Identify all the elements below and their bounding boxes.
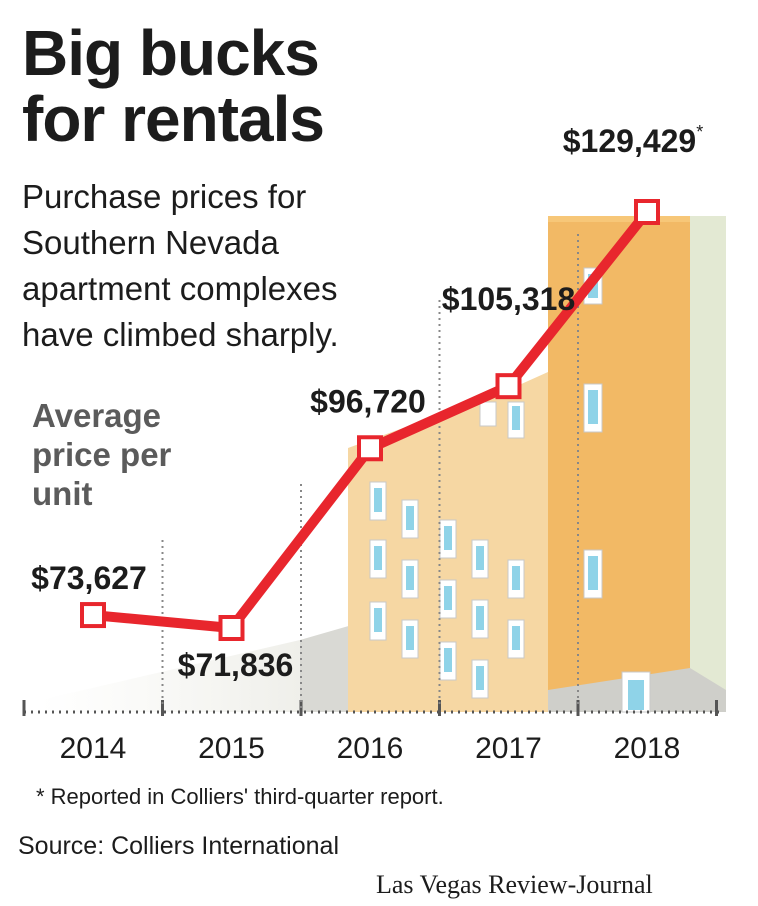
y-axis-label-line-1: Average	[32, 397, 162, 434]
price-marker	[218, 615, 245, 641]
price-marker	[495, 373, 522, 400]
x-tick-label: 2017	[475, 732, 542, 765]
title-line-2: for rentals	[22, 83, 325, 155]
chart-subtitle: Purchase prices for Southern Nevada apar…	[22, 174, 339, 358]
subtitle-line-1: Purchase prices for	[22, 178, 307, 215]
background-panel-green	[690, 216, 726, 708]
x-tick-label: 2014	[60, 732, 127, 765]
apartment-building-illustration	[40, 216, 726, 713]
title-line-1: Big bucks	[22, 17, 320, 89]
footnote: * Reported in Colliers' third-quarter re…	[36, 784, 444, 809]
source-note: Source: Colliers International	[18, 832, 339, 860]
ground-shadow	[40, 640, 300, 712]
chart-title: Big bucks for rentals	[22, 17, 325, 155]
data-label: $73,627	[31, 560, 147, 596]
y-axis-label: Average price per unit	[32, 396, 171, 513]
x-tick-label: 2016	[337, 732, 404, 765]
x-tick-label: 2015	[198, 732, 265, 765]
price-marker	[634, 199, 660, 225]
subtitle-line-4: have climbed sharply.	[22, 316, 339, 353]
data-label: $105,318	[442, 281, 575, 317]
building-top-edge	[548, 216, 690, 222]
publisher-credit: Las Vegas Review-Journal	[376, 870, 653, 899]
price-marker	[357, 435, 383, 462]
subtitle-line-3: apartment complexes	[22, 270, 338, 307]
subtitle-line-2: Southern Nevada	[22, 224, 279, 261]
price-marker	[80, 602, 106, 629]
y-axis-label-line-2: price per	[32, 436, 172, 473]
x-axis-tick-labels: 2014 2015 2016 2017 2018	[60, 732, 681, 765]
data-label: $96,720	[310, 383, 426, 419]
data-label: $71,836	[178, 647, 294, 683]
building-side-face	[548, 216, 690, 712]
x-tick-label: 2018	[614, 732, 681, 765]
price-markers	[80, 199, 660, 641]
y-axis-label-line-3: unit	[32, 475, 93, 512]
data-label: $129,429*	[563, 122, 703, 159]
data-label-annotation: *	[696, 122, 703, 142]
data-labels: $73,627 $71,836 $96,720 $105,318 $129,429*	[31, 122, 703, 683]
